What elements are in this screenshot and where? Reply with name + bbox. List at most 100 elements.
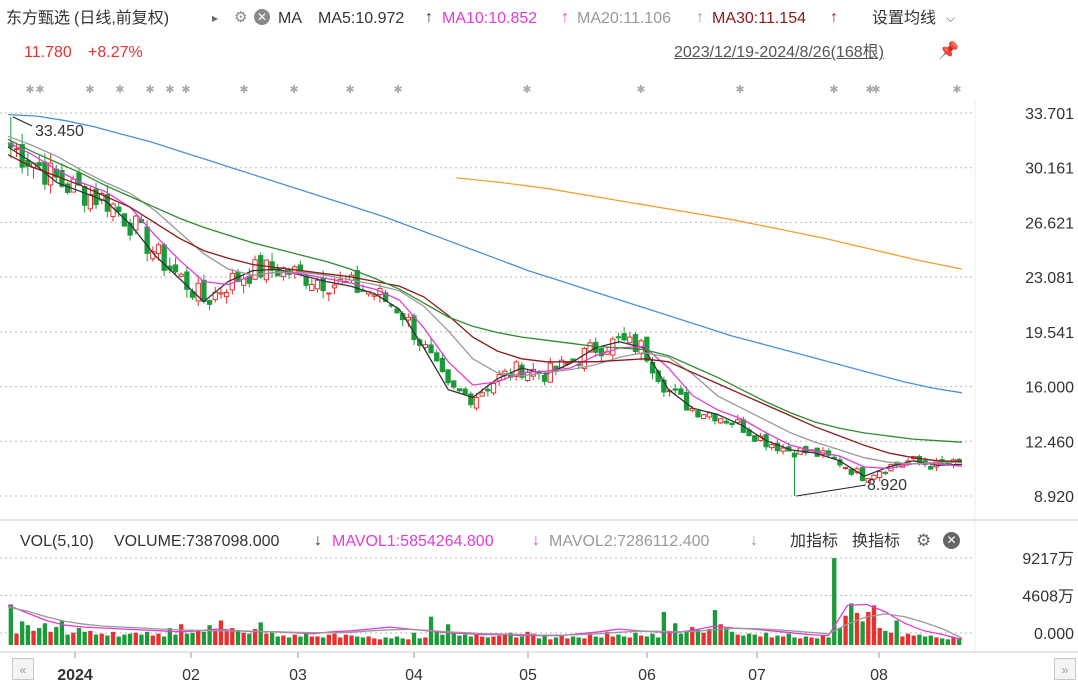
ma-line-ma10 bbox=[7, 141, 963, 470]
volume-bar bbox=[144, 631, 150, 645]
volume-bar bbox=[548, 639, 553, 645]
volume-bar bbox=[326, 634, 331, 645]
stock-name: 东方甄选 bbox=[6, 10, 71, 27]
candle bbox=[791, 450, 798, 496]
candle bbox=[632, 332, 639, 355]
mavol1-arrow: ↓ bbox=[532, 532, 540, 549]
candle-body bbox=[632, 334, 639, 352]
candle bbox=[116, 202, 122, 218]
candle-body bbox=[394, 308, 400, 314]
volume-bar bbox=[372, 638, 377, 645]
gear-icon[interactable]: ⚙ bbox=[916, 531, 932, 550]
volume-bar bbox=[673, 623, 678, 645]
volume-bar bbox=[639, 635, 644, 645]
volume-bar bbox=[786, 633, 791, 645]
high-annotation-arrow bbox=[12, 116, 33, 127]
candle-body bbox=[842, 467, 849, 470]
candle-body bbox=[706, 412, 712, 418]
volume-bar bbox=[627, 637, 632, 645]
candle-body bbox=[627, 336, 633, 344]
volume-bar bbox=[752, 634, 757, 645]
volume-bar bbox=[860, 621, 865, 645]
annotations: 33.450 8.920 bbox=[12, 116, 907, 497]
volume-bar bbox=[934, 637, 939, 645]
mavol2-value: MAVOL2:7286112.400 bbox=[549, 533, 710, 550]
candle bbox=[672, 383, 678, 395]
ma-line-ma20 bbox=[7, 135, 963, 465]
scroll-right-button[interactable]: » bbox=[1054, 658, 1076, 680]
candle-body bbox=[320, 278, 326, 292]
volume-bar bbox=[690, 627, 695, 645]
candle bbox=[581, 346, 588, 372]
ma5-arrow: ↑ bbox=[425, 9, 433, 26]
price-tick-label: 26.621 bbox=[1025, 215, 1074, 232]
volume-bar bbox=[224, 630, 229, 645]
candle-body bbox=[456, 388, 463, 392]
candle bbox=[678, 385, 684, 395]
candle-body bbox=[871, 474, 877, 480]
volume-bar bbox=[184, 633, 190, 645]
volume-bar bbox=[939, 638, 945, 645]
candle bbox=[161, 242, 167, 277]
candle bbox=[87, 186, 93, 213]
volume-bar bbox=[360, 637, 366, 645]
candle-body bbox=[218, 292, 224, 295]
volume-bar bbox=[445, 624, 451, 645]
close-icon[interactable]: ✕ bbox=[943, 532, 960, 549]
volume-bar bbox=[815, 638, 820, 645]
volume-bar bbox=[434, 631, 439, 645]
volume-bar bbox=[31, 630, 36, 645]
chevron-down-icon[interactable]: ⌵ bbox=[946, 11, 956, 25]
ma30-arrow: ↑ bbox=[830, 9, 838, 26]
candle-body bbox=[76, 172, 82, 186]
event-marker-icon: ✱ bbox=[345, 84, 354, 96]
volume-bar bbox=[883, 630, 888, 645]
switch-indicator-button[interactable]: 换指标 bbox=[852, 533, 901, 550]
volume-bar bbox=[264, 633, 269, 645]
volume-bar bbox=[491, 636, 496, 645]
candle-body bbox=[490, 383, 497, 394]
volume-bar bbox=[559, 635, 564, 645]
candle-body bbox=[718, 418, 724, 424]
volume-header: VOL(5,10) VOLUME:7387098.000 ↓ MAVOL1:58… bbox=[0, 524, 1078, 556]
pin-icon[interactable]: 📌 bbox=[938, 41, 960, 60]
volume-bar bbox=[610, 636, 615, 645]
candle bbox=[269, 252, 275, 278]
volume-bar bbox=[525, 631, 530, 645]
volume-bar bbox=[922, 636, 928, 645]
volume-bar bbox=[383, 637, 388, 645]
price-axis-labels: 33.701 30.161 26.621 23.081 19.541 16.000 12.4… bbox=[1025, 106, 1074, 506]
close-icon[interactable]: ✕ bbox=[254, 9, 270, 25]
period-dropdown-icon[interactable]: ▸ bbox=[212, 11, 219, 25]
volume-bar bbox=[570, 636, 576, 645]
x-axis-labels: 2024 02 03 04 05 06 07 08 bbox=[0, 651, 1078, 684]
candle-body bbox=[434, 352, 440, 362]
volume-bar bbox=[763, 632, 769, 645]
volume-bar bbox=[957, 638, 962, 645]
volume-bar bbox=[758, 636, 763, 645]
mavol-lines bbox=[7, 603, 963, 641]
scroll-left-button[interactable]: « bbox=[12, 658, 34, 680]
volume-bar bbox=[315, 636, 320, 645]
candle-body bbox=[524, 371, 531, 382]
event-markers: ✱ ✱ ✱ ✱ ✱ ✱ ✱ ✱ ✱ ✱ ✱ ✱ ✱ ✱ ✱ ✱✱ ✱ bbox=[25, 84, 961, 96]
volume-bar bbox=[338, 637, 343, 645]
gear-icon[interactable]: ⚙ bbox=[234, 9, 248, 26]
volume-bar bbox=[667, 630, 672, 645]
volume-bar bbox=[122, 634, 127, 645]
candle-body bbox=[326, 292, 332, 295]
candle-body bbox=[229, 273, 235, 291]
candle-body bbox=[769, 444, 775, 449]
volume-bar bbox=[275, 636, 280, 645]
volume-bar bbox=[911, 635, 916, 645]
add-indicator-button[interactable]: 加指标 bbox=[790, 533, 839, 550]
volume-bar bbox=[769, 637, 774, 645]
volume-bars bbox=[8, 558, 962, 645]
ma20-arrow: ↑ bbox=[696, 9, 704, 26]
volume-bar bbox=[508, 632, 513, 645]
ma-settings-button[interactable]: 设置均线 bbox=[872, 10, 937, 27]
volume-bar bbox=[59, 620, 65, 645]
candle-body bbox=[928, 465, 934, 470]
candle-body bbox=[695, 410, 701, 418]
